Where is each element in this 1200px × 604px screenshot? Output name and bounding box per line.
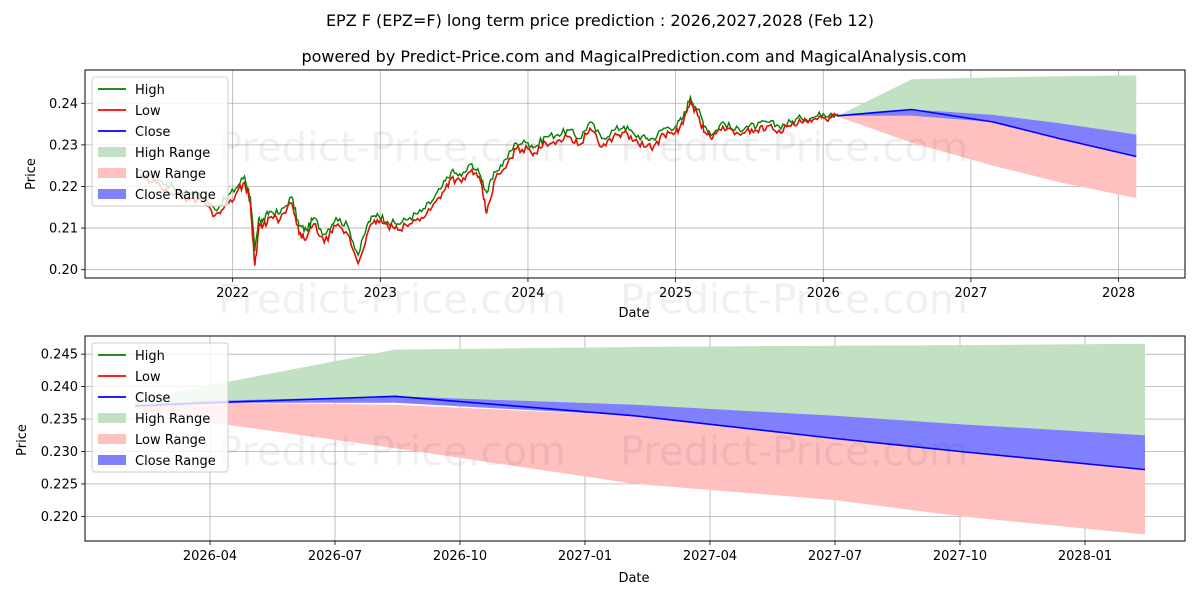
x-tick-label: 2027-10 [933,549,987,564]
plot-frame [84,335,1186,542]
y-tick-label: 0.23 [49,138,78,153]
legend-label: High Range [135,412,210,427]
legend-label: High [135,349,165,364]
x-tick-label: 2025 [659,286,692,301]
range-areas [135,343,1145,535]
y-tick-label: 0.24 [49,97,78,112]
axis-ticks: 2026-04 2026-07 2026-10 2027-01 2027-04 2027-… [41,348,1112,564]
watermark-text: Predict-Price.com [620,429,968,475]
legend-label: Close Range [135,454,216,469]
y-tick-label: 0.220 [41,510,78,525]
legend-swatch [98,434,126,444]
low-range-area [838,115,1137,199]
range-areas [838,75,1137,199]
y-axis-label: Price [24,158,39,190]
watermark-text: Predict-Price.com [620,277,968,323]
y-tick-label: 0.240 [41,380,78,395]
plot-frame [84,69,1186,279]
x-tick-label: 2027 [954,286,987,301]
x-tick-label: 2023 [364,286,397,301]
y-tick-label: 0.21 [49,222,78,237]
x-tick-label: 2026-04 [183,549,237,564]
watermark-text: Predict-Price.com [218,125,566,171]
x-tick-label: 2027-01 [558,549,612,564]
x-axis-label: Date [618,571,649,586]
x-tick-label: 2028 [1102,286,1135,301]
legend: High Low Close High Range Low Range Close Ran… [91,76,229,207]
legend-swatch [98,455,126,465]
legend-label: Low [135,370,161,385]
legend-label: High [135,83,165,98]
x-tick-label: 2027-04 [683,549,737,564]
x-tick-label: 2022 [216,286,249,301]
high-series-line [136,94,839,257]
y-tick-label: 0.22 [49,180,78,195]
close-range-area [838,109,1137,157]
legend-swatch [98,147,126,157]
x-axis-label: Date [618,306,649,321]
legend-swatch [98,413,126,423]
close-series-line [837,108,1137,158]
legend-label: Low [135,104,161,119]
low-series-line [136,98,839,266]
low-range-area [135,402,1145,535]
watermarks: Predict-Price.com Predict-Price.com [218,429,968,475]
y-tick-label: 0.235 [41,413,78,428]
legend-swatch [98,189,126,199]
watermark-text: Predict-Price.com [218,277,566,323]
x-tick-label: 2026-07 [308,549,362,564]
y-tick-label: 0.20 [49,263,78,278]
x-tick-label: 2026-10 [433,549,487,564]
y-axis-label: Price [15,424,30,456]
x-tick-label: 2028-01 [1058,549,1112,564]
watermark-text: Predict-Price.com [620,125,968,171]
legend-label: High Range [135,146,210,161]
legend-label: Close [135,125,170,140]
forecast-chart-panel: Predict-Price.com Predict-Price.com 2026… [15,335,1186,586]
axis-ticks: 2022 2023 2024 2025 2026 2027 2028 0.20 0.21 0.22… [49,97,1135,301]
chart-subtitle: powered by Predict-Price.com and Magical… [301,47,966,66]
x-tick-label: 2026 [807,286,840,301]
x-tick-label: 2024 [511,286,544,301]
y-tick-label: 0.225 [41,477,78,492]
series-lines [136,94,1137,266]
legend-label: Close Range [135,188,216,203]
legend-label: Low Range [135,167,206,182]
y-tick-label: 0.230 [41,445,78,460]
long-term-chart-panel: Predict-Price.com Predict-Price.com Pred… [24,69,1186,323]
watermarks: Predict-Price.com Predict-Price.com Pred… [218,125,968,323]
legend-swatch [98,168,126,178]
y-tick-label: 0.245 [41,348,78,363]
legend-label: Close [135,391,170,406]
watermark-text: Predict-Price.com [218,429,566,475]
chart-title: EPZ F (EPZ=F) long term price prediction… [326,11,874,30]
legend-label: Low Range [135,433,206,448]
x-tick-label: 2027-07 [808,549,862,564]
legend: High Low Close High Range Low Range Close Ran… [91,342,229,473]
close-range-area [135,396,1145,470]
